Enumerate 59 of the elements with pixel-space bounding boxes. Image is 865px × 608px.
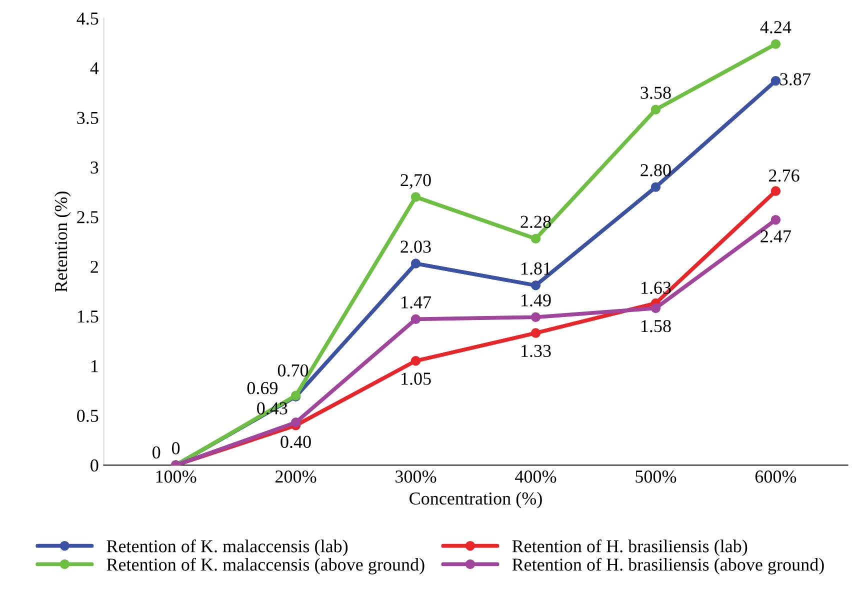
point: [650, 182, 661, 192]
point: [770, 186, 781, 196]
point: [530, 312, 541, 322]
y-tick-label: 2.5: [77, 211, 98, 224]
data-label: 2.76: [769, 170, 800, 182]
point: [410, 356, 421, 366]
y-axis-title: Retention (%): [54, 192, 71, 292]
data-label: 0: [172, 442, 180, 454]
point: [410, 314, 421, 324]
point: [770, 76, 781, 86]
x-tick-label: 100%: [156, 470, 196, 483]
y-tick-label: 2: [90, 260, 98, 273]
x-tick-label: 200%: [276, 470, 316, 483]
point: [530, 328, 541, 338]
data-label: 1.81: [522, 262, 550, 275]
y-tick-label: 1.5: [78, 310, 98, 323]
legend-label: Retention of H. brasiliensis (above ground): [512, 558, 824, 574]
x-tick-label: 400%: [515, 470, 556, 483]
legend-label: Retention of K. malaccensis (above ground): [106, 558, 424, 574]
legend-label: Retention of K. malaccensis (lab): [106, 539, 348, 556]
data-label: 1.05: [402, 372, 431, 385]
point: [650, 303, 661, 314]
data-label: 3.87: [780, 73, 810, 86]
x-tick-label: 500%: [636, 470, 676, 483]
y-tick-label: 0: [90, 459, 98, 472]
data-label: 0: [152, 446, 160, 459]
data-label: 1.33: [522, 344, 551, 358]
data-label: 2.03: [400, 240, 431, 253]
data-label: 2.80: [640, 164, 671, 176]
point: [530, 234, 541, 244]
y-tick-label: 1: [92, 360, 98, 372]
data-label: 0.40: [280, 436, 311, 448]
x-tick-label: 300%: [396, 470, 436, 483]
y-tick-label: 4.5: [76, 12, 98, 25]
data-label: 1.47: [402, 296, 432, 308]
data-label: 4.24: [760, 21, 792, 34]
data-label: 2,70: [400, 174, 431, 189]
point: [650, 104, 661, 114]
data-label: 0.69: [247, 382, 278, 394]
point: [770, 214, 781, 225]
data-label: 1.49: [522, 294, 551, 306]
point: [770, 39, 781, 49]
data-label: 2.47: [760, 230, 791, 242]
x-axis-title: Concentration (%): [410, 492, 542, 508]
point: [410, 192, 421, 202]
data-label: 1.58: [642, 320, 671, 332]
point: [530, 280, 541, 290]
data-label: 1.63: [642, 282, 671, 294]
data-label: 3.58: [640, 86, 671, 99]
legend-label: Retention of H. brasiliensis (lab): [512, 539, 748, 556]
point: [290, 418, 301, 428]
point: [410, 258, 421, 268]
data-label: 0.70: [278, 364, 308, 377]
y-tick-label: 3.5: [77, 112, 98, 124]
x-tick-label: 600%: [755, 470, 796, 483]
y-tick-label: 4: [90, 62, 99, 74]
y-tick-label: 3: [90, 162, 98, 174]
data-label: 2.28: [520, 216, 551, 228]
y-tick-label: 0.5: [77, 410, 98, 422]
